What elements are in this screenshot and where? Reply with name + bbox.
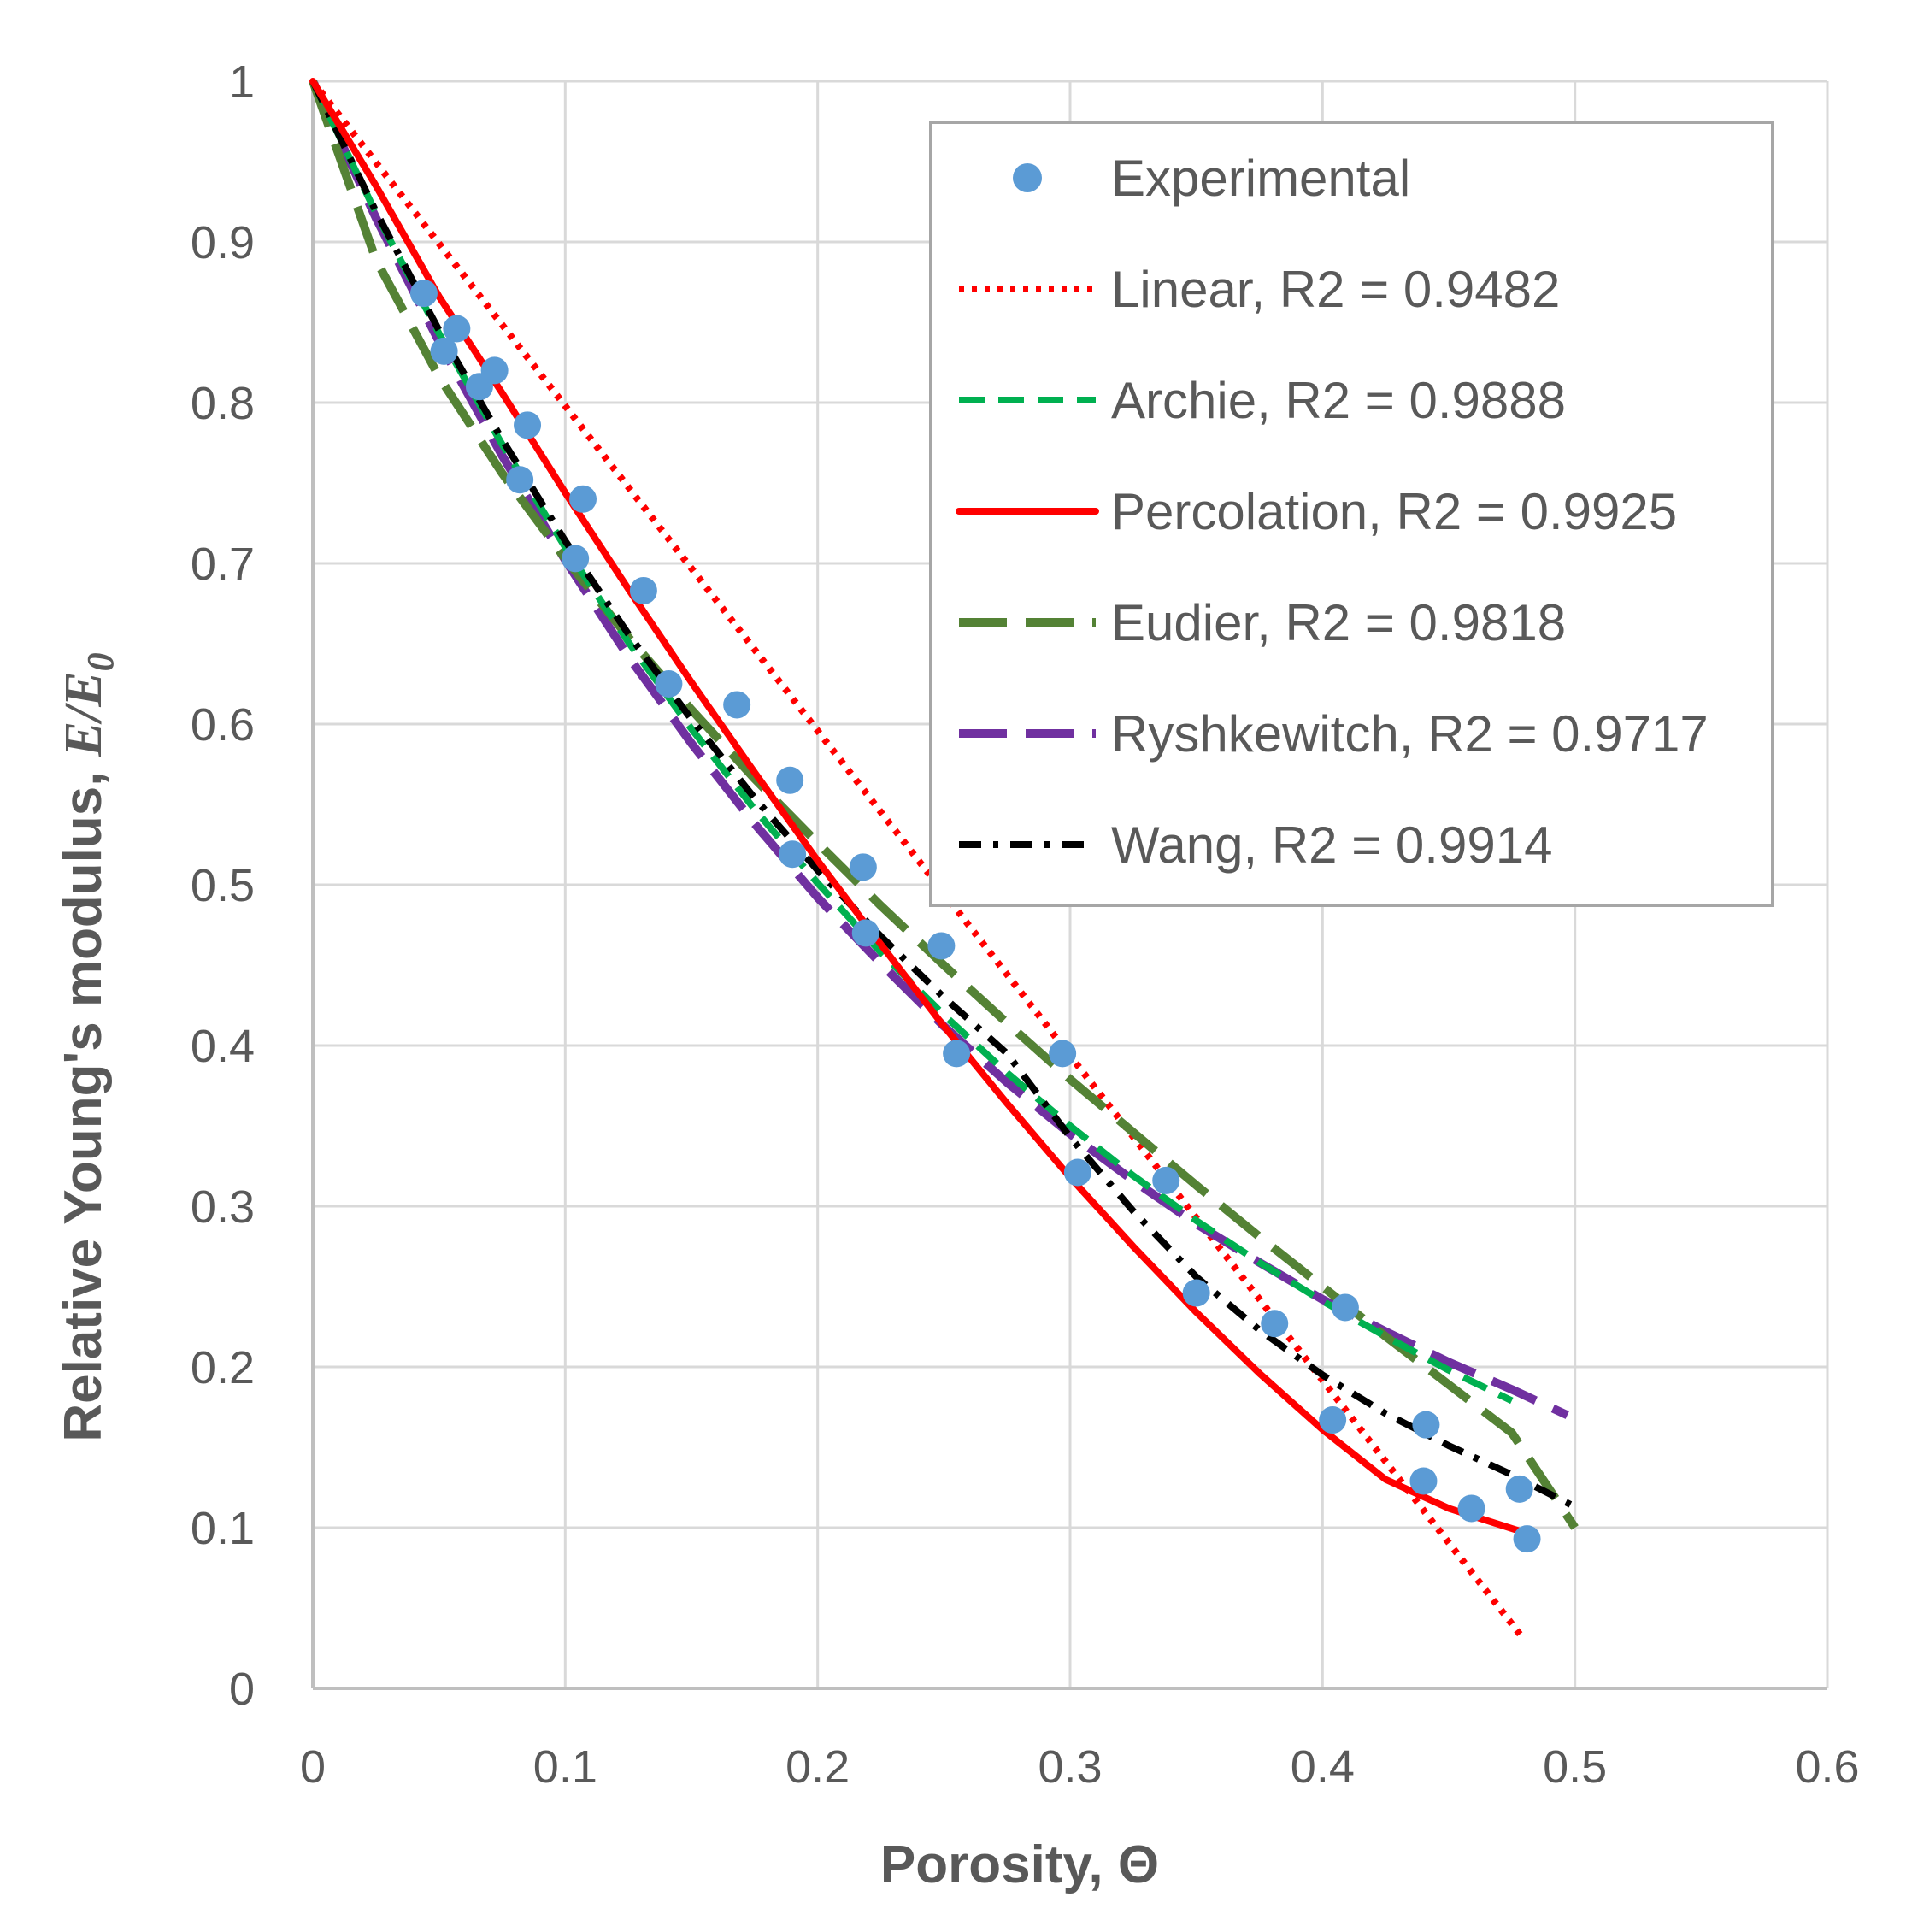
- data-point-experimental: [514, 411, 542, 439]
- x-tick-label: 0.4: [1291, 1741, 1355, 1793]
- data-point-experimental: [1049, 1040, 1077, 1068]
- y-axis-title-variable: E/E: [55, 671, 113, 757]
- y-axis-title: Relative Young's modulus, E/E0: [54, 652, 121, 1441]
- tick-labels: 0 0.1 0.2 0.3 0.4 0.5 0.6 0.7 0.8 0.9 1 0 0.1 0.2 0.3 0…: [191, 56, 1860, 1793]
- data-point-experimental: [409, 280, 438, 308]
- axes: [311, 81, 1827, 1690]
- y-tick-label: 0.4: [191, 1021, 255, 1072]
- y-tick-label: 0.9: [191, 217, 255, 268]
- legend-label-wang: Wang, R2 = 0.9914: [1111, 816, 1552, 874]
- data-point-experimental: [1513, 1525, 1541, 1553]
- data-point-experimental: [1319, 1406, 1347, 1434]
- legend-swatch-experimental: [1013, 163, 1042, 192]
- x-tick-label: 0.5: [1543, 1741, 1607, 1793]
- y-tick-label: 0.1: [191, 1503, 255, 1554]
- data-point-experimental: [851, 919, 879, 947]
- data-point-experimental: [927, 932, 956, 960]
- legend-label-percolation: Percolation, R2 = 0.9925: [1111, 483, 1677, 540]
- y-tick-label: 0.6: [191, 699, 255, 751]
- data-point-experimental: [1331, 1293, 1359, 1322]
- data-point-experimental: [443, 315, 471, 343]
- legend-label-experimental: Experimental: [1111, 150, 1410, 207]
- series-layer: [309, 78, 1579, 1643]
- series-line-eudier: [309, 80, 1579, 1530]
- data-point-experimental: [1063, 1158, 1091, 1187]
- y-tick-label: 0: [229, 1664, 255, 1715]
- data-point-experimental: [849, 853, 877, 881]
- data-point-experimental: [569, 485, 597, 513]
- y-tick-label: 0.5: [191, 860, 255, 911]
- data-point-experimental: [1412, 1411, 1440, 1439]
- x-tick-label: 0.3: [1038, 1741, 1102, 1793]
- data-point-experimental: [1457, 1494, 1485, 1523]
- legend-labels: Experimental Linear, R2 = 0.9482 Archie, R…: [1111, 150, 1709, 874]
- legend-label-linear: Linear, R2 = 0.9482: [1111, 261, 1560, 318]
- series-line-linear: [309, 79, 1527, 1643]
- series-line-archie: [309, 80, 1514, 1405]
- data-point-experimental: [1182, 1279, 1210, 1307]
- data-point-experimental: [723, 691, 751, 719]
- data-point-experimental: [655, 670, 683, 698]
- series-line-percolation: [309, 78, 1523, 1534]
- data-point-experimental: [776, 766, 804, 794]
- x-tick-label: 0.1: [533, 1741, 597, 1793]
- legend-label-archie: Archie, R2 = 0.9888: [1111, 372, 1566, 429]
- data-point-experimental: [430, 337, 458, 365]
- y-tick-label: 0.3: [191, 1181, 255, 1233]
- x-tick-label: 0.6: [1795, 1741, 1859, 1793]
- data-point-experimental: [629, 576, 657, 604]
- y-tick-label: 0.8: [191, 378, 255, 429]
- legend-label-eudier: Eudier, R2 = 0.9818: [1111, 594, 1566, 651]
- data-point-experimental: [1409, 1467, 1438, 1495]
- data-point-experimental: [1152, 1166, 1180, 1194]
- x-tick-label: 0.2: [785, 1741, 850, 1793]
- data-point-experimental: [562, 545, 590, 573]
- y-tick-label: 1: [229, 56, 255, 108]
- data-point-experimental: [506, 466, 534, 494]
- legend-label-ryshkewitch: Ryshkewitch, R2 = 0.9717: [1111, 705, 1709, 763]
- x-axis-title: Porosity, Θ: [880, 1835, 1159, 1894]
- y-axis-title-text: Relative Young's modulus,: [54, 757, 113, 1441]
- legend-swatches: [956, 163, 1099, 848]
- data-point-experimental: [943, 1040, 971, 1068]
- y-axis-title-subscript: 0: [79, 652, 121, 671]
- x-tick-label: 0: [300, 1741, 326, 1793]
- data-point-experimental: [480, 356, 509, 385]
- data-point-experimental: [1505, 1475, 1533, 1503]
- data-point-experimental: [1261, 1310, 1289, 1338]
- legend: Experimental Linear, R2 = 0.9482 Archie, R…: [929, 121, 1774, 907]
- data-point-experimental: [779, 840, 807, 869]
- y-tick-label: 0.2: [191, 1342, 255, 1393]
- y-tick-label: 0.7: [191, 539, 255, 590]
